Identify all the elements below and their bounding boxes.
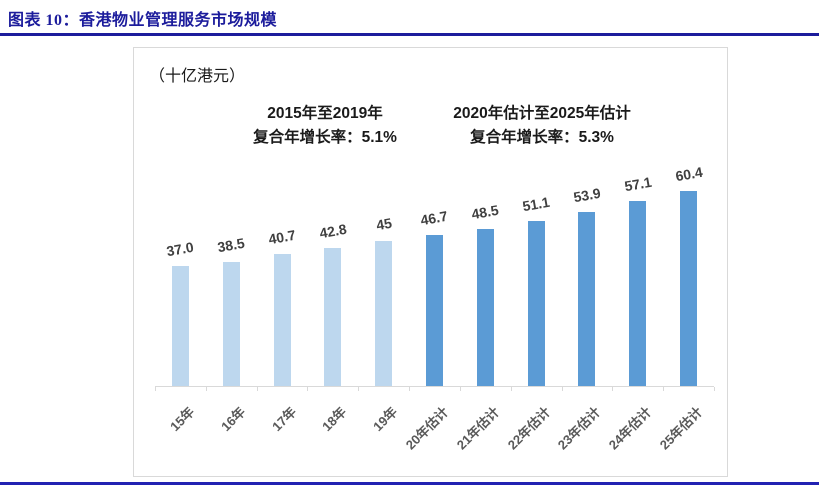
bar-23年估计 bbox=[578, 211, 596, 386]
axis-tick bbox=[510, 387, 512, 391]
x-tick-label: 21年估计 bbox=[453, 404, 503, 453]
x-tick-label: 23年估计 bbox=[555, 404, 604, 453]
bar-value-label: 40.7 bbox=[267, 227, 297, 248]
axis-unit-label: （十亿港元） bbox=[149, 68, 246, 85]
x-tick-label: 24年估计 bbox=[606, 404, 655, 453]
bar-15年 bbox=[171, 266, 189, 386]
x-tick-label: 16年 bbox=[217, 404, 248, 435]
bar-22年估计 bbox=[527, 220, 545, 386]
bar-21年估计 bbox=[476, 229, 494, 386]
bar-value-label: 42.8 bbox=[318, 220, 348, 241]
cagr-annotation-rate: 复合年增长率：5.3% bbox=[470, 129, 614, 146]
figure-title: 图表 10：香港物业管理服务市场规模 bbox=[8, 12, 278, 29]
bar-value-label: 46.7 bbox=[419, 207, 450, 229]
bar-25年估计 bbox=[680, 190, 698, 386]
x-tick-label: 22年估计 bbox=[504, 404, 553, 453]
title-divider bbox=[0, 33, 819, 36]
axis-tick bbox=[205, 387, 207, 391]
axis-tick bbox=[155, 387, 156, 391]
bar-value-label: 60.4 bbox=[673, 163, 704, 185]
axis-tick bbox=[612, 387, 614, 391]
x-tick-label: 25年估计 bbox=[656, 404, 706, 453]
cagr-annotation-2020-2025: 2020年估计至2025年估计 复合年增长率：5.3% bbox=[412, 102, 672, 150]
x-axis-line bbox=[155, 386, 714, 387]
bar-value-label: 48.5 bbox=[470, 201, 501, 223]
cagr-annotation-period: 2020年估计至2025年估计 bbox=[453, 105, 631, 122]
bar-value-label: 38.5 bbox=[216, 234, 247, 255]
axis-tick bbox=[409, 387, 411, 391]
cagr-annotation-period: 2015年至2019年 bbox=[267, 105, 383, 122]
bar-plot: 37.0 15年 38.5 16年 40.7 17年 42.8 18年 45 19年 46.7 20年… bbox=[134, 48, 727, 476]
bar-value-label: 57.1 bbox=[622, 174, 653, 195]
x-tick-label: 20年估计 bbox=[402, 404, 452, 453]
x-tick-label: 15年 bbox=[167, 404, 198, 435]
axis-tick bbox=[358, 387, 360, 391]
bar-20年估计 bbox=[425, 235, 443, 386]
bar-19年 bbox=[375, 240, 393, 386]
x-tick-label: 17年 bbox=[268, 404, 299, 435]
bar-value-label: 45 bbox=[374, 214, 393, 233]
bar-value-label: 51.1 bbox=[521, 193, 551, 215]
axis-tick bbox=[561, 387, 563, 391]
axis-tick bbox=[256, 387, 258, 391]
x-tick-label: 19年 bbox=[370, 404, 401, 435]
bar-24年估计 bbox=[629, 201, 647, 386]
chart-area: （十亿港元） 2015年至2019年 复合年增长率：5.1% 2020年估计至2… bbox=[133, 47, 728, 477]
bar-18年 bbox=[324, 247, 342, 386]
axis-tick bbox=[713, 387, 715, 391]
axis-tick bbox=[307, 387, 309, 391]
bar-value-label: 37.0 bbox=[165, 239, 196, 260]
bar-value-label: 53.9 bbox=[572, 184, 602, 206]
bar-16年 bbox=[222, 261, 240, 386]
cagr-annotation-2015-2019: 2015年至2019年 复合年增长率：5.1% bbox=[205, 102, 445, 150]
footer-divider bbox=[0, 482, 819, 485]
axis-tick bbox=[663, 387, 665, 391]
cagr-annotation-rate: 复合年增长率：5.1% bbox=[253, 129, 397, 146]
axis-tick bbox=[459, 387, 461, 391]
bar-17年 bbox=[273, 254, 291, 386]
x-tick-label: 18年 bbox=[319, 404, 350, 435]
